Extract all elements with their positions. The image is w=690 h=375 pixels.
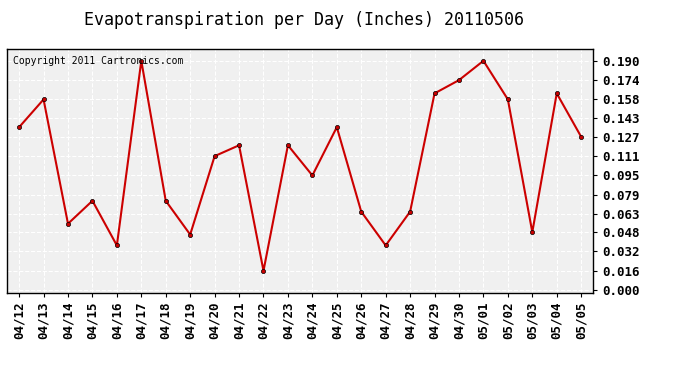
Text: Evapotranspiration per Day (Inches) 20110506: Evapotranspiration per Day (Inches) 2011… [83,11,524,29]
Text: Copyright 2011 Cartronics.com: Copyright 2011 Cartronics.com [13,56,183,66]
